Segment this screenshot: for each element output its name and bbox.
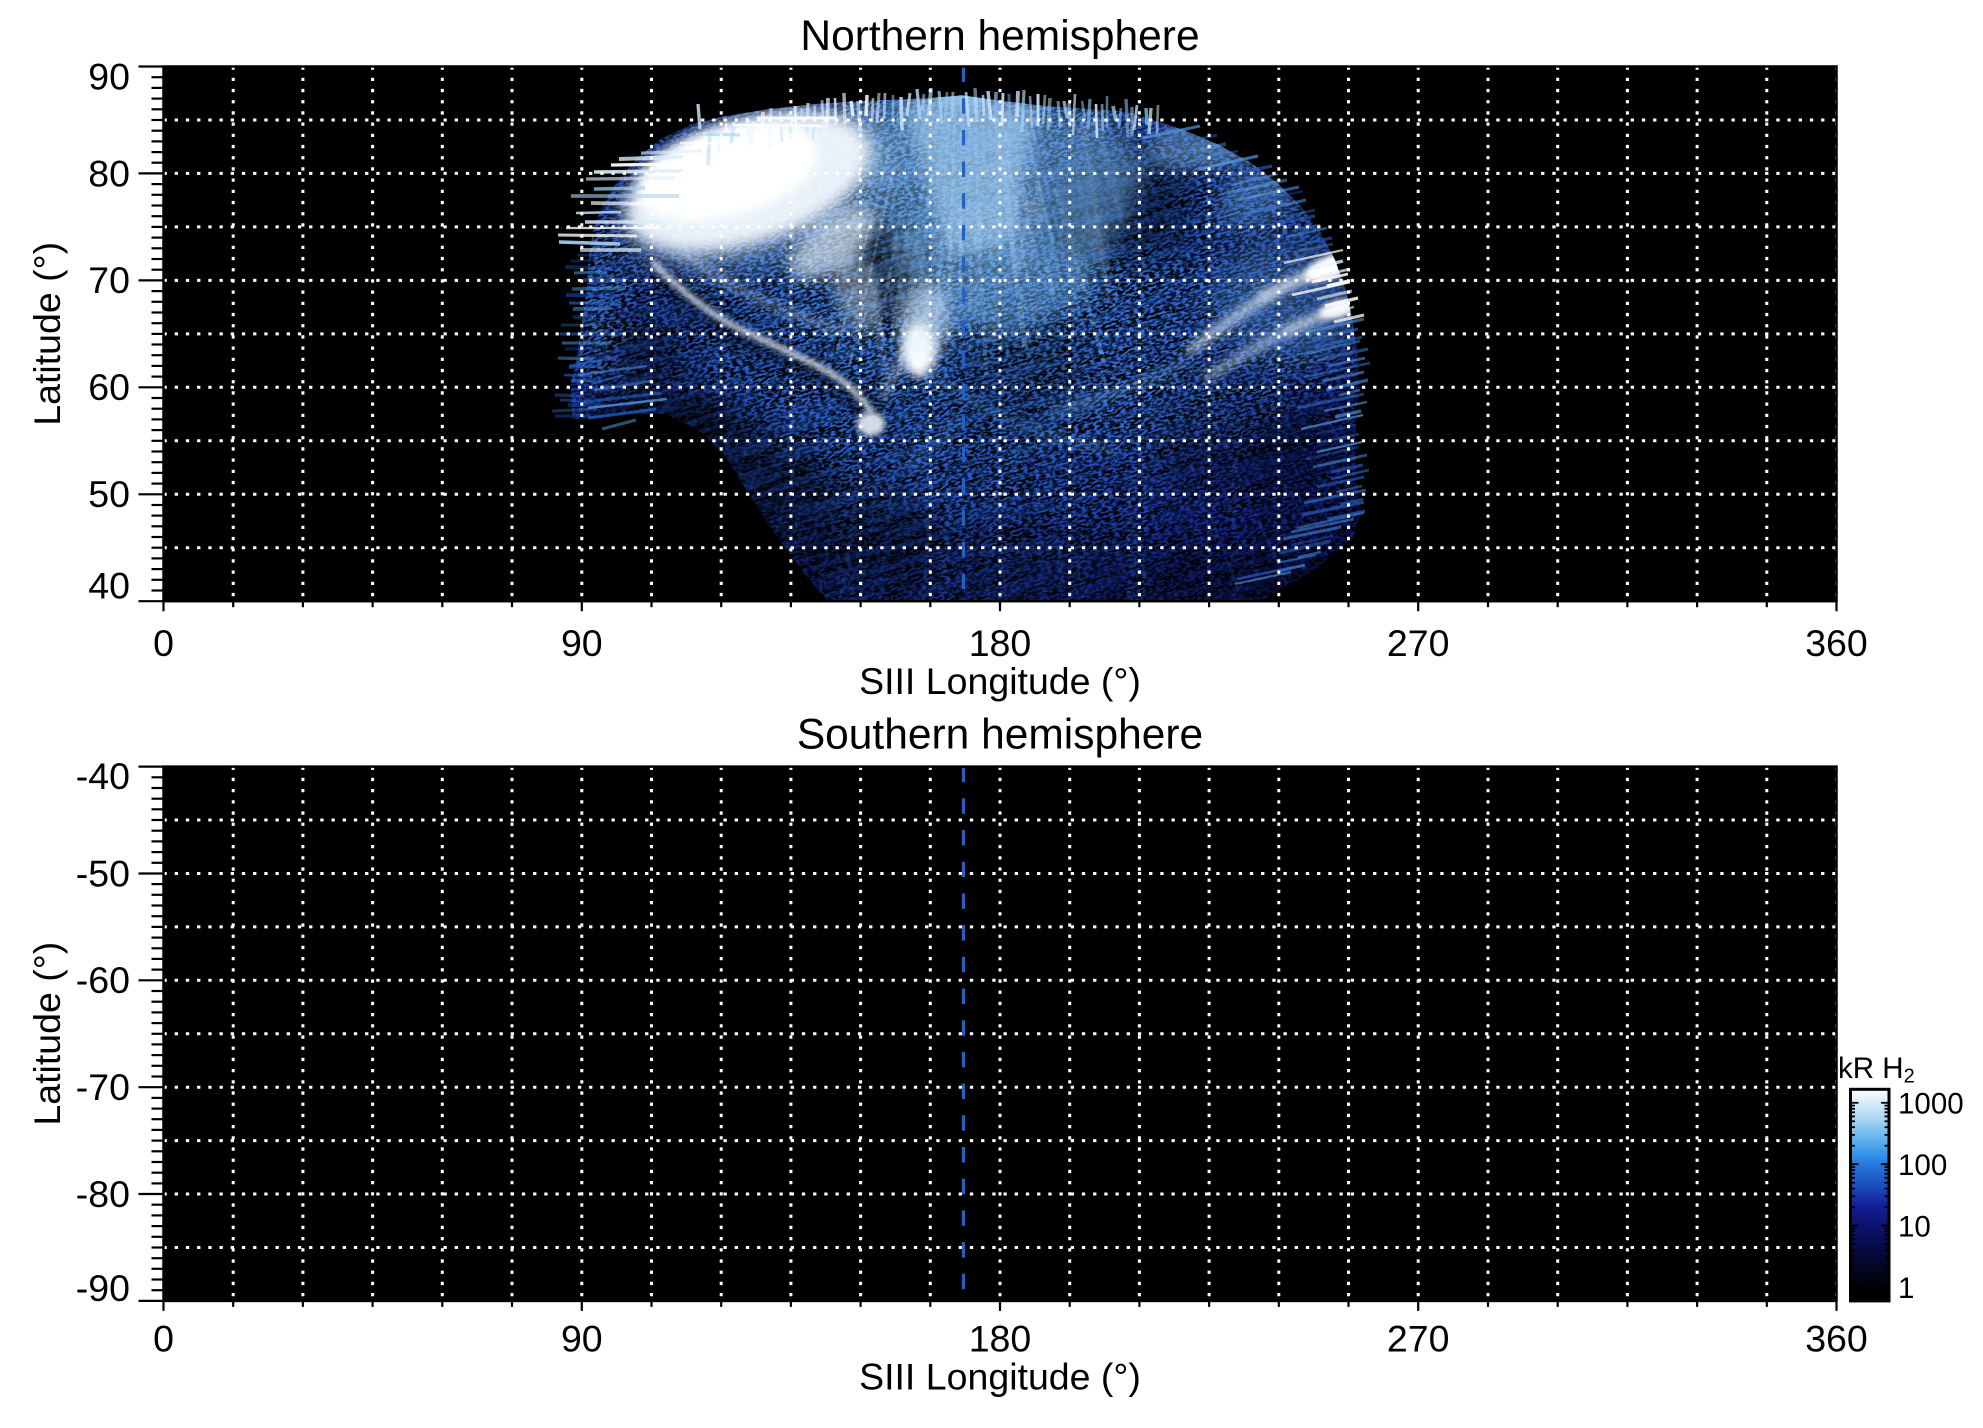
svg-text:kR H2: kR H2 (1838, 1052, 1915, 1088)
svg-text:1: 1 (1898, 1272, 1914, 1305)
svg-text:40: 40 (88, 564, 130, 606)
svg-text:50: 50 (88, 473, 130, 515)
svg-text:180: 180 (969, 1318, 1032, 1360)
svg-text:-90: -90 (76, 1267, 130, 1309)
svg-text:SIII Longitude (°): SIII Longitude (°) (859, 1356, 1141, 1398)
svg-text:360: 360 (1805, 1318, 1868, 1360)
svg-text:180: 180 (969, 622, 1032, 664)
svg-text:360: 360 (1805, 622, 1868, 664)
svg-text:SIII Longitude (°): SIII Longitude (°) (859, 660, 1141, 702)
svg-text:270: 270 (1387, 1318, 1450, 1360)
svg-text:Latitude (°): Latitude (°) (26, 242, 68, 426)
svg-text:270: 270 (1387, 622, 1450, 664)
svg-text:60: 60 (88, 366, 130, 408)
svg-text:-70: -70 (76, 1066, 130, 1108)
svg-text:-50: -50 (76, 852, 130, 894)
svg-text:1000: 1000 (1898, 1088, 1964, 1121)
svg-text:100: 100 (1898, 1149, 1947, 1182)
svg-text:90: 90 (561, 1318, 603, 1360)
svg-text:90: 90 (561, 622, 603, 664)
svg-text:70: 70 (88, 259, 130, 301)
svg-text:0: 0 (153, 622, 174, 664)
svg-text:-80: -80 (76, 1173, 130, 1215)
svg-text:-40: -40 (76, 755, 130, 797)
svg-text:Northern hemisphere: Northern hemisphere (800, 13, 1199, 60)
svg-text:Southern hemisphere: Southern hemisphere (797, 712, 1203, 759)
svg-text:10: 10 (1898, 1211, 1931, 1244)
svg-text:0: 0 (153, 1318, 174, 1360)
svg-text:90: 90 (88, 55, 130, 97)
svg-text:-60: -60 (76, 959, 130, 1001)
svg-text:Latitude (°): Latitude (°) (26, 942, 68, 1126)
svg-text:80: 80 (88, 152, 130, 194)
